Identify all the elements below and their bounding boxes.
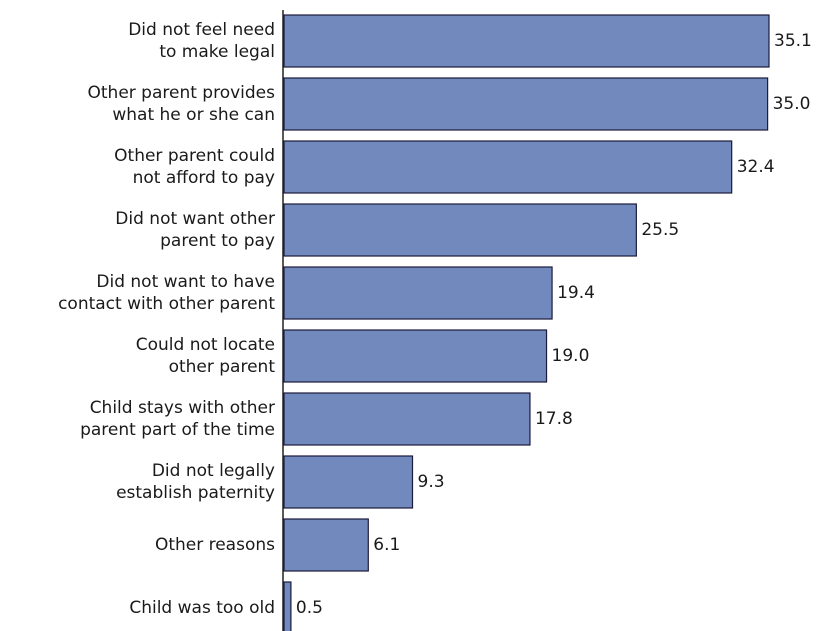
category-label: Child was too old (129, 598, 275, 618)
bar (283, 203, 637, 257)
value-label: 0.5 (295, 598, 323, 618)
value-label: 6.1 (373, 535, 401, 555)
category-label: Other reasons (154, 535, 275, 555)
value-label: 35.0 (772, 94, 811, 114)
bar (283, 140, 733, 194)
value-label: 17.8 (534, 409, 573, 429)
value-label: 9.3 (417, 472, 445, 492)
bar (283, 266, 553, 320)
bar (283, 77, 769, 131)
category-label: Did not want to have contact with other … (58, 272, 275, 314)
bar (283, 329, 548, 383)
bar (283, 14, 770, 68)
bar (283, 518, 369, 572)
bar (283, 455, 414, 509)
category-label: Did not legally establish paternity (116, 461, 275, 503)
value-label: 32.4 (736, 157, 775, 177)
bar (283, 581, 292, 631)
value-label: 19.0 (551, 346, 590, 366)
value-label: 25.5 (641, 220, 680, 240)
value-label: 19.4 (557, 283, 595, 303)
value-label: 35.1 (774, 31, 812, 51)
category-label: Other parent could not afford to pay (114, 146, 275, 188)
category-label: Did not feel need to make legal (128, 20, 275, 62)
category-label: Child stays with other parent part of th… (80, 398, 275, 440)
category-label: Other parent provides what he or she can (87, 83, 276, 125)
category-label: Did not want other parent to pay (115, 209, 275, 251)
category-label: Could not locate other parent (135, 335, 275, 377)
bar (283, 392, 531, 446)
